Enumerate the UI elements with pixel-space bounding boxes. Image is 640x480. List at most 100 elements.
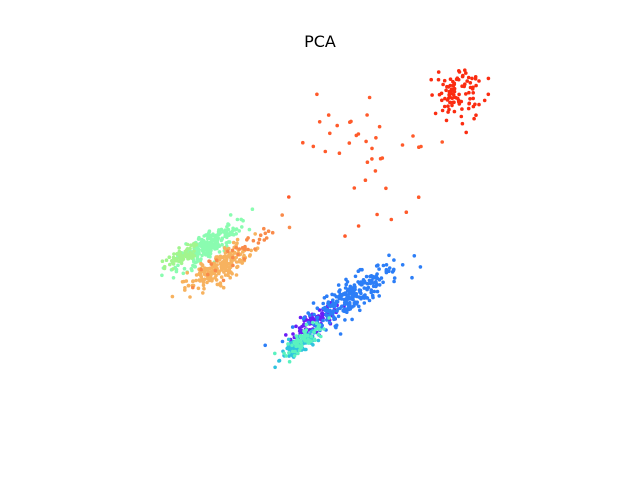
data-point <box>456 77 461 82</box>
data-point <box>224 264 229 269</box>
data-point <box>202 234 206 238</box>
data-point <box>304 347 308 352</box>
data-point <box>241 218 245 223</box>
data-point <box>290 343 294 348</box>
data-point <box>356 132 361 136</box>
data-point <box>460 84 464 88</box>
data-point <box>201 283 206 288</box>
data-point <box>349 305 353 309</box>
data-point <box>441 82 445 87</box>
data-point <box>224 231 229 236</box>
data-point <box>225 229 229 233</box>
data-point <box>192 241 196 246</box>
point-cluster-9 <box>429 68 491 135</box>
data-point <box>235 237 240 242</box>
data-point <box>209 262 214 266</box>
data-point <box>257 237 262 242</box>
data-point <box>375 289 380 294</box>
data-point <box>315 306 320 311</box>
data-point <box>235 217 240 222</box>
data-point <box>331 298 335 303</box>
data-point <box>256 241 261 245</box>
data-point <box>347 141 352 145</box>
data-point <box>207 259 211 264</box>
data-point <box>287 195 291 199</box>
data-point <box>442 78 447 83</box>
data-point <box>350 288 354 292</box>
data-point <box>326 113 331 117</box>
data-point <box>174 269 179 274</box>
data-point <box>292 354 297 358</box>
data-point <box>282 351 286 356</box>
data-point <box>467 90 471 95</box>
data-point <box>377 283 382 287</box>
data-point <box>365 113 369 117</box>
data-point <box>353 274 358 279</box>
data-point <box>221 278 226 283</box>
data-point <box>371 284 376 289</box>
data-point <box>343 286 348 290</box>
data-point <box>373 280 378 285</box>
data-point <box>411 134 415 138</box>
data-point <box>202 248 207 252</box>
data-point <box>194 278 198 283</box>
point-cluster-1 <box>263 253 423 348</box>
data-point <box>351 297 355 302</box>
data-point <box>234 260 239 264</box>
data-point <box>467 101 472 106</box>
data-point <box>437 92 442 97</box>
data-point <box>222 270 226 274</box>
data-point <box>199 240 203 245</box>
data-point <box>237 247 242 251</box>
data-point <box>215 245 219 250</box>
data-point <box>206 272 210 277</box>
data-point <box>350 317 354 322</box>
data-point <box>365 287 369 292</box>
data-point <box>328 310 332 314</box>
data-point <box>228 230 233 235</box>
data-point <box>324 312 328 317</box>
data-point <box>369 290 374 295</box>
data-point <box>466 106 471 111</box>
data-point <box>389 217 394 222</box>
data-point <box>315 315 320 320</box>
data-point <box>160 273 164 278</box>
data-point <box>287 359 292 364</box>
data-point <box>221 285 226 290</box>
data-point <box>294 324 298 329</box>
data-point <box>234 245 238 250</box>
data-point <box>416 195 421 199</box>
data-point <box>482 98 487 103</box>
data-point <box>303 338 307 343</box>
data-point <box>460 121 465 126</box>
data-point <box>347 291 352 296</box>
data-point <box>309 339 313 343</box>
data-point <box>377 124 382 129</box>
data-point <box>486 76 491 81</box>
data-point <box>429 77 434 82</box>
data-point <box>316 332 321 337</box>
data-point <box>314 321 319 326</box>
data-point <box>248 253 252 257</box>
data-point <box>452 95 457 99</box>
data-point <box>217 250 222 254</box>
data-point <box>338 332 343 336</box>
data-point <box>346 287 351 292</box>
data-point <box>344 282 349 287</box>
data-point <box>381 263 386 268</box>
data-point <box>202 286 206 291</box>
data-point <box>195 256 200 261</box>
data-point <box>371 295 375 300</box>
data-point <box>208 274 213 279</box>
data-point <box>477 102 481 107</box>
data-point <box>336 283 341 287</box>
data-point <box>294 334 299 338</box>
data-point <box>311 301 316 305</box>
data-point <box>348 284 353 289</box>
data-point <box>440 98 444 103</box>
data-point <box>197 235 201 240</box>
data-point <box>185 252 190 257</box>
data-point <box>295 338 299 342</box>
data-point <box>198 270 202 275</box>
